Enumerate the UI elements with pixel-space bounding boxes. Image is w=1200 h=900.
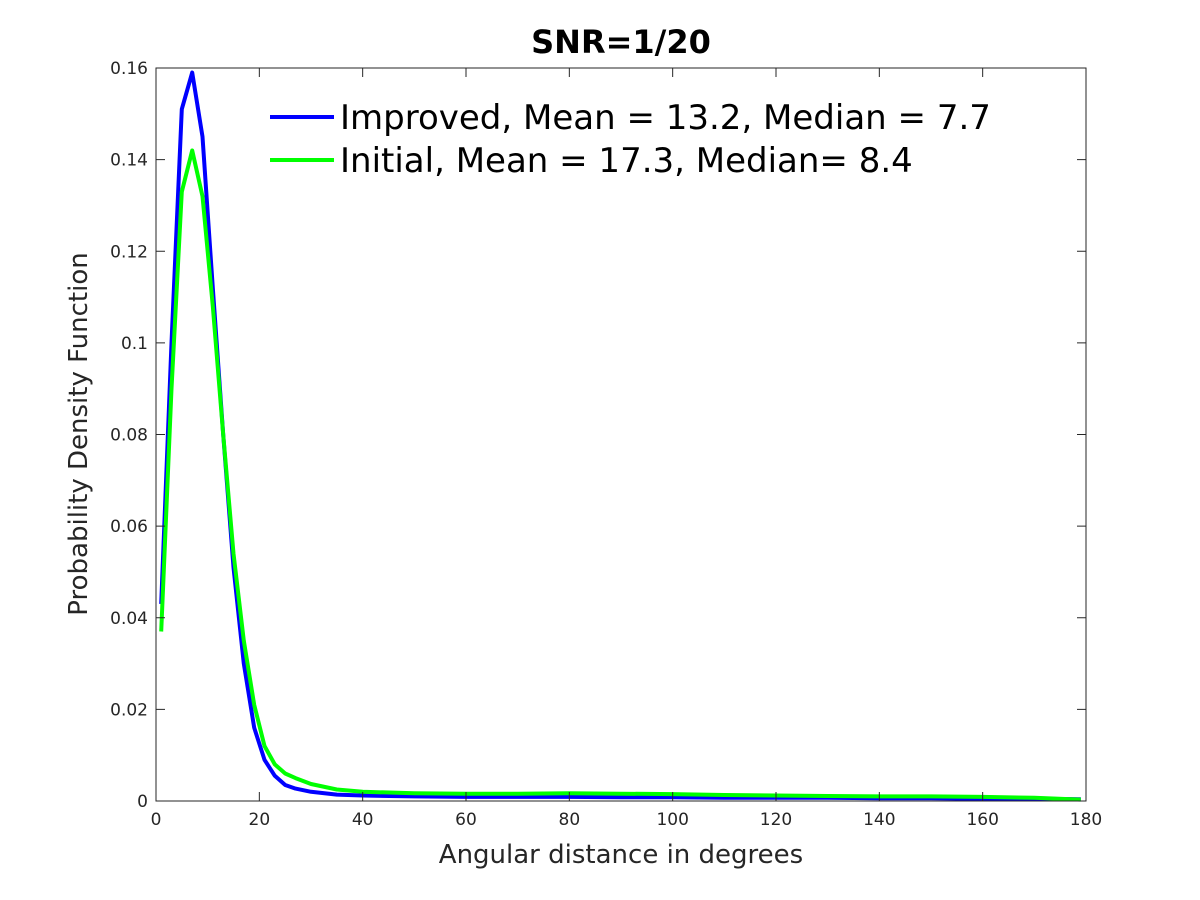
y-tick-label: 0.06 [110, 517, 148, 537]
series-line-improved [159, 70, 1081, 802]
y-tick-label: 0.08 [110, 426, 148, 446]
y-tick-label: 0 [137, 792, 148, 812]
plot-frame [155, 67, 1087, 802]
x-tick-label: 0 [151, 810, 162, 830]
x-tick-label: 60 [455, 810, 477, 830]
x-tick-label: 20 [249, 810, 271, 830]
x-tick-label: 140 [863, 810, 895, 830]
y-tick-label: 0.1 [121, 334, 148, 354]
x-tick-label: 80 [559, 810, 581, 830]
legend-label-initial: Initial, Mean = 17.3, Median= 8.4 [340, 141, 913, 181]
legend-label-improved: Improved, Mean = 13.2, Median = 7.7 [340, 98, 991, 138]
y-axis-label: Probability Density Function [64, 252, 94, 615]
y-tick-label: 0.16 [110, 59, 148, 79]
y-tick-label: 0.02 [110, 700, 148, 720]
legend: Improved, Mean = 13.2, Median = 7.7 Init… [270, 98, 991, 181]
x-tick-label: 180 [1070, 810, 1102, 830]
plot-series [159, 70, 1081, 802]
series-line-initial [159, 148, 1081, 802]
x-tick-label: 120 [760, 810, 792, 830]
x-tick-label: 100 [656, 810, 688, 830]
x-tick-label: 160 [966, 810, 998, 830]
x-tick-label: 40 [352, 810, 374, 830]
chart-title: SNR=1/20 [531, 23, 711, 61]
y-tick-label: 0.04 [110, 609, 148, 629]
y-tick-label: 0.12 [110, 242, 148, 262]
x-axis-label: Angular distance in degrees [439, 840, 803, 870]
y-tick-label: 0.14 [110, 151, 148, 171]
axis-ticks: 0 20 40 60 80 100 120 140 160 180 0 0.02 0.04 0.06 0.0… [110, 59, 1102, 830]
